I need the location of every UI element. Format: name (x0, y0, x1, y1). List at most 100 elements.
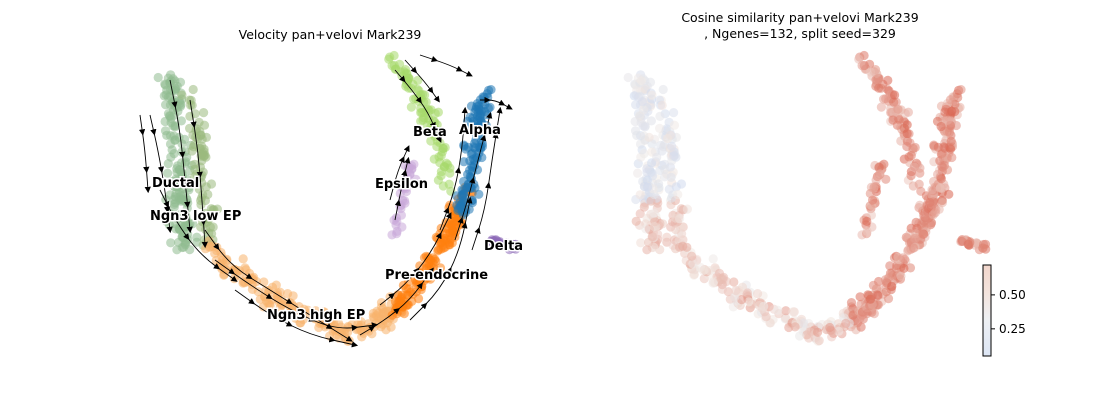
streamline (471, 106, 503, 251)
cell-point (965, 238, 975, 248)
cell-point (716, 274, 726, 284)
cell-point (869, 182, 879, 192)
cell-point (177, 90, 187, 100)
cell-point (386, 322, 396, 332)
cell-point (874, 83, 884, 93)
cell-point (401, 68, 411, 78)
cell-point (392, 226, 402, 236)
cell-point (841, 318, 851, 328)
cell-point (856, 322, 866, 332)
colorbar-gradient (982, 264, 992, 357)
cell-point (700, 265, 710, 275)
cluster-labels: Ductal Ngn3 low EP Ngn3 high EP Pre-endocri… (149, 122, 525, 325)
cell-point (902, 141, 912, 152)
cell-point (671, 213, 681, 223)
cell-point (972, 238, 982, 248)
cell-point (647, 90, 657, 100)
cell-point (486, 85, 496, 95)
cell-point (887, 281, 897, 291)
cell-point (742, 288, 753, 298)
cell-point (943, 115, 953, 125)
cell-point (644, 237, 654, 247)
cell-point (645, 77, 656, 87)
cell-point (655, 123, 665, 133)
cell-point (660, 172, 670, 182)
cell-point (636, 76, 646, 86)
cell-point (376, 298, 387, 308)
cell-point (633, 168, 643, 178)
cell-point (406, 102, 416, 112)
cell-point (630, 116, 640, 127)
cell-point (947, 152, 957, 163)
streamline (480, 96, 513, 110)
cell-point (653, 229, 663, 239)
cell-point (466, 174, 476, 184)
cell-point (813, 327, 823, 337)
cell-point (172, 245, 182, 255)
cell-point (667, 141, 677, 151)
cell-point (936, 174, 947, 184)
cell-point (660, 164, 670, 174)
cell-point (857, 61, 867, 71)
cell-point (652, 152, 662, 162)
cell-point (872, 290, 882, 300)
colorbar: 0.25 0.50 (982, 264, 1026, 357)
cell-point (893, 104, 903, 114)
cell-point (898, 253, 908, 263)
cell-point (908, 243, 919, 253)
right-plot-title: Cosine similarity pan+velovi Mark239 , N… (620, 10, 980, 42)
cell-point (623, 72, 633, 83)
cell-point (729, 277, 739, 287)
cell-point (781, 306, 791, 316)
cell-point (872, 76, 883, 86)
cell-point (790, 322, 800, 332)
streamline (169, 79, 193, 234)
cell-point (773, 305, 783, 315)
cell-point (201, 225, 211, 235)
cell-point (781, 313, 791, 323)
cell-point (641, 224, 651, 234)
cell-point (664, 184, 674, 194)
cell-point (805, 327, 815, 337)
cell-point (387, 61, 397, 71)
cell-point (795, 331, 805, 341)
cell-point (889, 97, 899, 107)
cell-point (642, 182, 653, 192)
cell-point (937, 198, 948, 208)
cell-point (283, 289, 293, 299)
cell-point (662, 232, 672, 242)
cell-point (862, 226, 872, 236)
cell-point (669, 150, 679, 161)
cell-point (160, 116, 170, 127)
cell-point (846, 298, 857, 308)
cell-point (902, 120, 912, 130)
cell-point (689, 269, 699, 279)
cell-point (161, 100, 171, 110)
cell-point (881, 94, 891, 104)
cell-point (658, 84, 668, 95)
cell-point (445, 163, 455, 173)
cell-point (169, 149, 179, 159)
cell-point (915, 163, 925, 173)
cell-point (646, 116, 657, 126)
cell-point (678, 241, 688, 251)
left-plot-title: Velocity pan+velovi Mark239 (238, 27, 422, 42)
cell-point (906, 171, 916, 181)
cell-point (238, 254, 248, 264)
cell-point (433, 107, 443, 117)
cell-point (166, 238, 176, 248)
cell-point (392, 216, 402, 226)
cell-point (935, 183, 945, 193)
cell-point (420, 90, 430, 100)
cell-point (890, 90, 900, 100)
cell-point (203, 189, 213, 200)
cell-point (638, 105, 649, 115)
streamline (149, 114, 173, 234)
cell-point (640, 122, 650, 132)
cell-point (902, 128, 912, 139)
cell-point (436, 150, 446, 161)
cell-point (871, 68, 882, 78)
cell-point (957, 236, 967, 246)
cell-point (937, 161, 947, 171)
cluster-label: Epsilon (375, 177, 428, 192)
